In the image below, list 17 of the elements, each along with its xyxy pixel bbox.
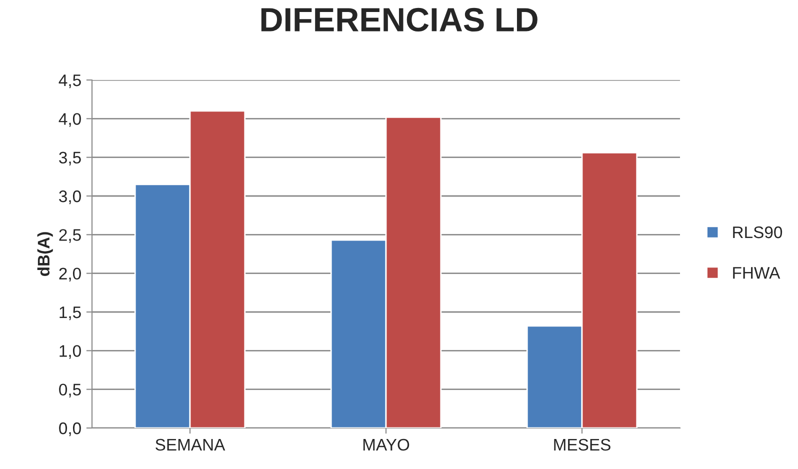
y-tick-label: 2,5: [59, 229, 81, 243]
y-tick-label: 2,0: [59, 268, 81, 282]
y-tick-label: 0,5: [59, 384, 81, 398]
legend-label: RLS90: [733, 226, 782, 238]
y-axis-title: dB(A): [37, 232, 53, 276]
x-tick-label: SEMANA: [156, 438, 226, 451]
y-tick-label: 3,0: [59, 190, 81, 204]
chart-title: DIFERENCIAS LD: [261, 8, 538, 32]
y-tick-label: 1,0: [60, 345, 81, 359]
y-tick-label: 4,5: [58, 74, 81, 88]
y-tick-label: 1,5: [60, 306, 81, 320]
x-tick-label: MESES: [554, 438, 610, 451]
x-tick-label: MAYO: [363, 438, 410, 451]
legend-label: FHWA: [733, 267, 780, 279]
y-tick-label: 0,0: [59, 422, 81, 436]
y-tick-label: 4,0: [58, 113, 81, 127]
y-tick-label: 3,5: [59, 152, 81, 166]
